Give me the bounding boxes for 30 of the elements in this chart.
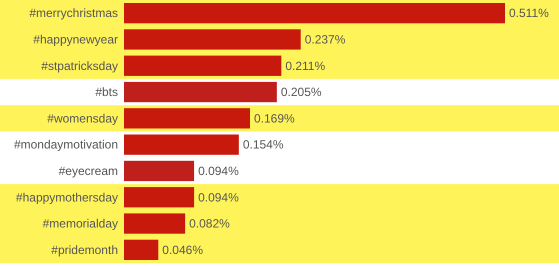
data-label: 0.094% (198, 164, 240, 178)
data-label: 0.046% (162, 242, 204, 257)
data-label: 0.082% (189, 216, 230, 231)
bar (124, 187, 194, 208)
bar (124, 160, 194, 182)
y-tick-label: #mondaymotivation (14, 138, 118, 152)
data-label: 0.237% (304, 32, 346, 46)
y-tick-label: #memorialday (42, 216, 118, 231)
bar (124, 213, 186, 234)
data-label: 0.211% (285, 58, 326, 73)
y-tick-label: #merrychristmas (29, 6, 118, 20)
y-tick-label: #stpatricksday (41, 58, 118, 73)
y-tick-label: #eyecream (58, 164, 118, 178)
y-tick-label: #pridemonth (51, 242, 118, 257)
y-tick-label: #bts (95, 85, 118, 100)
data-label: 0.205% (280, 85, 322, 100)
data-label: 0.154% (242, 138, 284, 152)
bar (124, 3, 505, 24)
bar (124, 240, 158, 260)
data-label: 0.169% (254, 111, 296, 126)
bar (124, 82, 277, 102)
y-tick-label: #happymothersday (16, 190, 118, 204)
data-label: 0.094% (198, 190, 240, 204)
y-tick-label: #happynewyear (33, 32, 118, 46)
data-label: 0.511% (509, 6, 550, 20)
bar (124, 29, 301, 50)
bar (124, 134, 239, 155)
bar (124, 56, 282, 76)
bar (124, 108, 250, 128)
y-tick-label: #womensday (47, 111, 118, 126)
